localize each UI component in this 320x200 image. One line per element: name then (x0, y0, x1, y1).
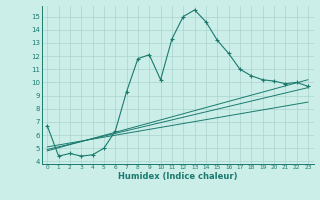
X-axis label: Humidex (Indice chaleur): Humidex (Indice chaleur) (118, 172, 237, 181)
